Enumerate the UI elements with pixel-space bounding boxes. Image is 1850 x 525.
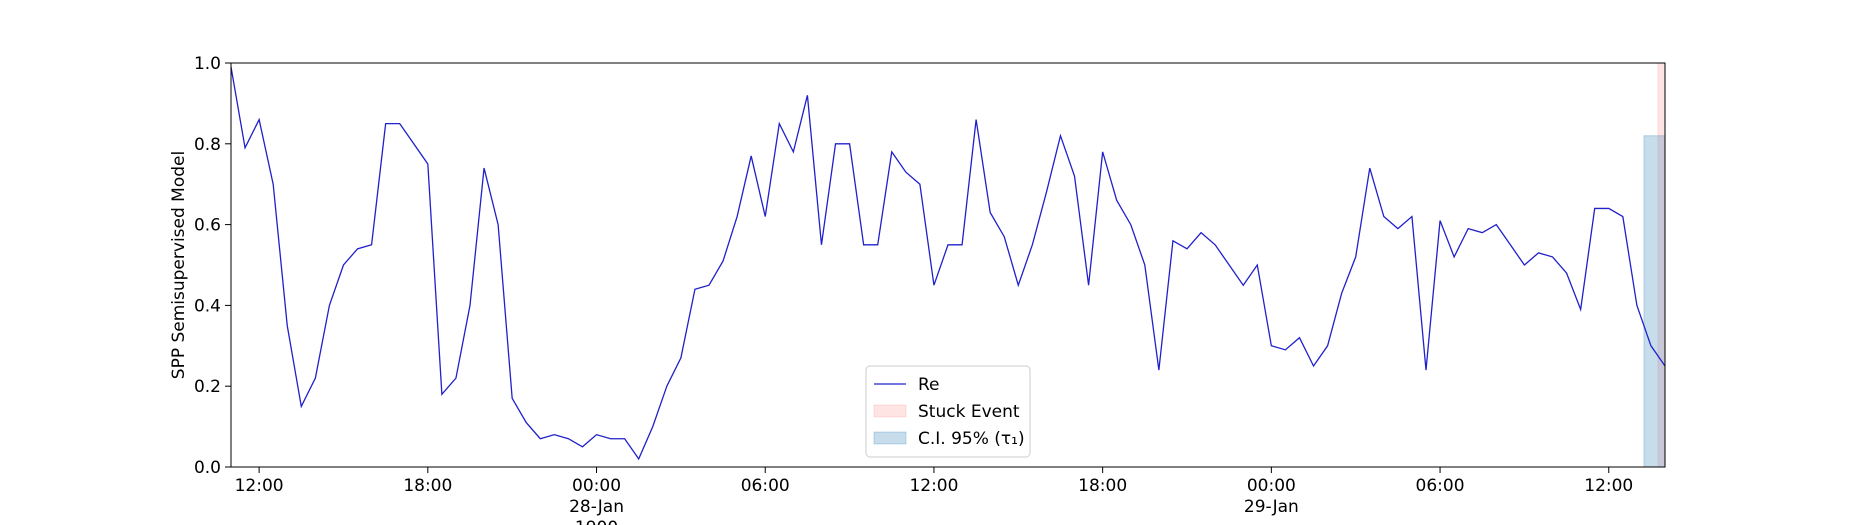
x-tick-label: 18:00 bbox=[403, 476, 452, 496]
y-axis-label: SPP Semisupervised Model bbox=[169, 151, 189, 379]
x-tick-label: 06:00 bbox=[1416, 476, 1465, 496]
y-tick-label: 0.4 bbox=[194, 296, 221, 316]
x-tick-label: 18:00 bbox=[1078, 476, 1127, 496]
legend-label: Stuck Event bbox=[918, 402, 1020, 422]
legend: Re Stuck Event C.I. 95% (τ₁) bbox=[865, 365, 1031, 458]
y-tick-label: 0.0 bbox=[194, 458, 221, 478]
legend-patch bbox=[873, 404, 907, 418]
x-tick-label: 00:00 29-Jan bbox=[1244, 476, 1299, 517]
legend-label: C.I. 95% (τ₁) bbox=[918, 429, 1025, 449]
legend-label: Re bbox=[918, 375, 940, 395]
span bbox=[1643, 135, 1666, 468]
legend-frame bbox=[865, 365, 1031, 458]
plot-frame bbox=[230, 62, 1666, 468]
x-tick-label: 06:00 bbox=[741, 476, 790, 496]
data-line bbox=[230, 66, 1666, 461]
x-tick-label: 12:00 bbox=[909, 476, 958, 496]
y-tick-label: 0.2 bbox=[194, 377, 221, 397]
y-tick-label: 0.6 bbox=[194, 216, 221, 236]
y-tick-label: 1.0 bbox=[194, 54, 221, 74]
legend-patch bbox=[873, 431, 907, 445]
x-tick-label: 12:00 bbox=[1584, 476, 1633, 496]
y-tick-label: 0.8 bbox=[194, 135, 221, 155]
x-tick-label: 12:00 bbox=[235, 476, 284, 496]
